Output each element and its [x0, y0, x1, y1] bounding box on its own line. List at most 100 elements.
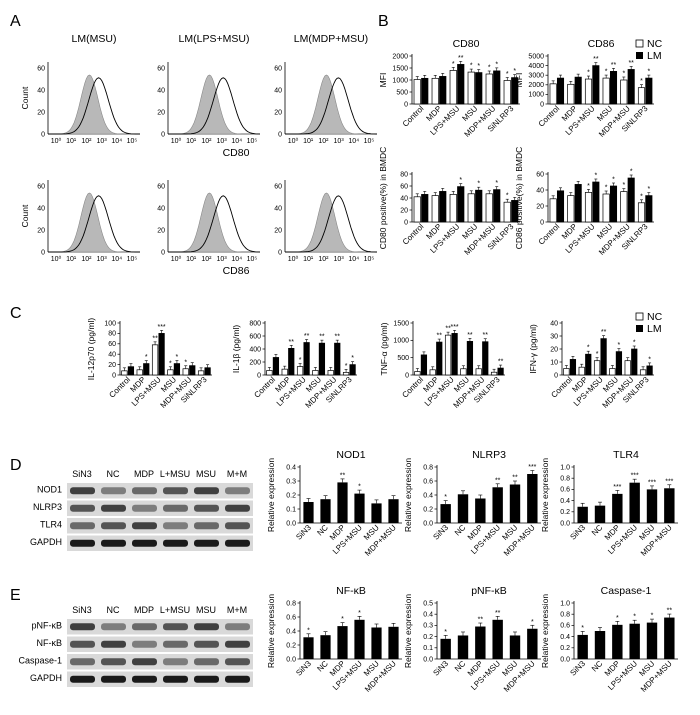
significance-mark: *: [531, 619, 534, 626]
y-tick-label: 0.0: [286, 656, 296, 663]
significance-mark: **: [458, 55, 464, 62]
significance-mark: ***: [157, 324, 165, 331]
x-category-label: SiN3: [294, 659, 313, 678]
bar: [646, 489, 658, 523]
row-label: GAPDH: [30, 537, 62, 547]
bar-lm: [466, 341, 474, 376]
bar-lm: [475, 189, 483, 223]
y-tick-label: 0.3: [423, 623, 433, 630]
x-tick-label: 10⁵: [127, 256, 138, 263]
significance-mark: *: [470, 63, 473, 70]
blot-band: [225, 658, 250, 666]
bar: [337, 482, 348, 523]
bar: [594, 505, 606, 523]
significance-mark: *: [612, 177, 615, 184]
x-tick-label: 10⁴: [348, 256, 359, 263]
blot-band: [225, 487, 250, 495]
row-label: NF-κB: [37, 638, 63, 648]
significance-mark: *: [184, 359, 187, 366]
blot-band: [225, 539, 250, 547]
blot-band: [70, 675, 95, 683]
significance-mark: **: [611, 62, 617, 69]
bar-lm: [439, 76, 447, 105]
chart-d1: NOD1 0.0 0.1 0.2 0.3 0.4 Relative expression Si…: [266, 449, 402, 558]
blot-band: [225, 623, 250, 631]
lane-label: SiN3: [72, 605, 92, 615]
x-tick-label: 10²: [318, 256, 329, 263]
bar: [440, 638, 451, 659]
significance-mark: *: [587, 70, 590, 77]
bar-nc: [296, 366, 304, 376]
significance-mark: **: [289, 339, 295, 346]
bar-nc: [475, 368, 482, 376]
significance-mark: **: [478, 617, 484, 624]
x-category-label: SiN3: [294, 523, 313, 542]
bar-nc: [503, 201, 511, 223]
blot-band: [163, 640, 188, 648]
y-tick-label: 200: [249, 359, 261, 366]
bar: [388, 626, 399, 659]
y-tick-label: 0.8: [560, 476, 570, 483]
y-tick-label: 0.2: [560, 645, 570, 652]
histogram-plot: 0 20 40 60 10⁰ 10¹ 10² 10³ 10⁴ 10⁵: [274, 180, 377, 263]
bar-nc: [503, 80, 511, 105]
histogram-control-fill: [168, 74, 260, 135]
x-tick-label: 10⁰: [288, 137, 299, 145]
significance-mark: *: [622, 182, 625, 189]
legend-label-nc: NC: [647, 311, 663, 323]
bar: [629, 482, 640, 523]
bar-nc: [549, 198, 557, 223]
significance-mark: *: [307, 627, 310, 634]
blot-band: [225, 675, 250, 683]
significance-mark: *: [495, 180, 498, 187]
bar-nc: [266, 370, 273, 376]
y-tick-label: 1.0: [560, 600, 570, 607]
panel-letter-b: B: [378, 13, 389, 30]
significance-mark: **: [667, 608, 673, 615]
blot-band: [70, 487, 95, 495]
significance-mark: *: [299, 357, 302, 364]
y-tick-label: 0: [554, 372, 558, 379]
significance-mark: *: [633, 340, 636, 347]
significance-mark: **: [495, 610, 501, 617]
y-tick-label: 20: [37, 227, 45, 234]
x-tick-label: 10⁵: [247, 138, 258, 145]
blot-band: [132, 675, 157, 683]
lane-label: MSU: [196, 605, 216, 615]
bar: [527, 628, 538, 659]
histogram-sample-line: [285, 77, 377, 135]
significance-mark: *: [506, 193, 509, 200]
row-label: NLRP3: [33, 502, 62, 512]
histogram-control-fill: [285, 192, 377, 253]
y-tick-label: 0.0: [423, 656, 433, 663]
significance-mark: **: [498, 359, 504, 366]
significance-mark: *: [351, 355, 354, 362]
y-tick-label: 0.0: [286, 520, 296, 527]
y-tick-label: 0.2: [286, 642, 296, 649]
blot-band: [101, 640, 126, 648]
bar: [492, 487, 503, 523]
blot-band: [194, 640, 219, 648]
x-tick-label: 10¹: [303, 138, 314, 145]
bar-nc: [485, 73, 493, 105]
y-tick-label: 800: [249, 320, 261, 327]
bar: [457, 635, 469, 659]
bar-nc: [167, 369, 174, 376]
bar-nc: [413, 79, 421, 105]
bar-lm: [645, 77, 653, 105]
y-tick-label: 0.0: [560, 656, 570, 663]
bar-lm: [645, 195, 653, 223]
blot-band: [70, 504, 95, 512]
bar-lm: [631, 348, 638, 376]
significance-mark: *: [594, 173, 597, 180]
significance-mark: *: [488, 65, 491, 72]
bar-lm: [609, 71, 618, 105]
bar-lm: [349, 364, 356, 376]
x-tick-label: 10²: [81, 138, 92, 145]
bar-lm: [204, 367, 211, 376]
bar-nc: [182, 368, 189, 376]
x-tick-label: 10⁴: [231, 138, 242, 145]
